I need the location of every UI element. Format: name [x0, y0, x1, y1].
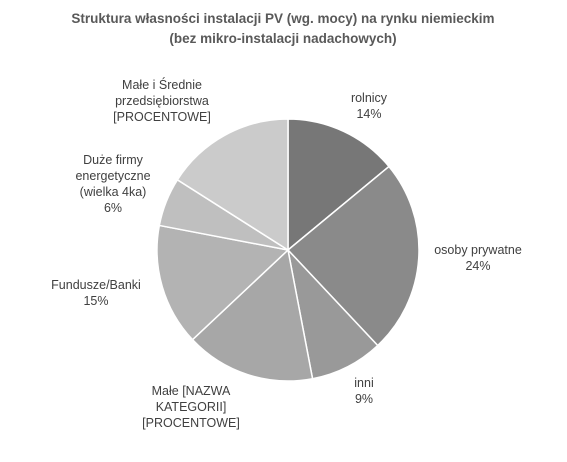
slice-label-line: 6% [104, 201, 122, 215]
slice-label-line: rolnicy [351, 91, 388, 105]
slice-label-4: Małe [NAZWA KATEGORII] [PROCENTOWE] [142, 384, 240, 430]
slice-label-line: Małe i Średnie [122, 77, 202, 92]
slice-label-line: [PROCENTOWE] [142, 416, 240, 430]
pie-slice-1 [287, 118, 390, 252]
pie-slice-7 [176, 118, 289, 252]
pie-slice-4 [191, 248, 314, 382]
slice-label-line: 15% [83, 294, 108, 308]
slice-label-line: [PROCENTOWE] [113, 110, 211, 124]
slice-label-5: Fundusze/Banki 15% [51, 278, 141, 308]
pie-slice-5 [156, 224, 290, 341]
slice-label-6: Duże firmy energetyczne (wielka 4ka) 6% [75, 153, 150, 215]
slice-label-line: energetyczne [75, 169, 150, 183]
chart-title-line-1: Struktura własności instalacji PV (wg. m… [71, 11, 494, 26]
slice-label-line: Duże firmy [83, 153, 143, 167]
slice-label-line: (wielka 4ka) [80, 185, 147, 199]
slice-label-line: Małe [NAZWA [152, 384, 231, 398]
slice-label-1: rolnicy 14% [351, 91, 388, 121]
slice-labels: rolnicy 14% osoby prywatne 24% inni 9% Małe [N… [51, 77, 522, 430]
pie-slices [156, 118, 420, 382]
chart-title-line-2: (bez mikro-instalacji nadachowych) [169, 31, 396, 46]
slice-label-line: 14% [356, 107, 381, 121]
slice-label-line: przedsiębiorstwa [115, 94, 209, 108]
chart-title: Struktura własności instalacji PV (wg. m… [71, 11, 494, 46]
slice-label-line: inni [354, 376, 373, 390]
slice-label-line: 9% [355, 392, 373, 406]
slice-label-line: osoby prywatne [434, 243, 522, 257]
slice-label-3: inni 9% [354, 376, 373, 406]
pie-slice-2 [286, 165, 420, 347]
slice-label-line: 24% [465, 259, 490, 273]
slice-label-line: KATEGORII] [156, 400, 227, 414]
slice-label-2: osoby prywatne 24% [434, 243, 522, 273]
slice-label-7: Małe i Średnie przedsiębiorstwa [PROCENTOW… [113, 77, 211, 124]
slice-label-line: Fundusze/Banki [51, 278, 141, 292]
